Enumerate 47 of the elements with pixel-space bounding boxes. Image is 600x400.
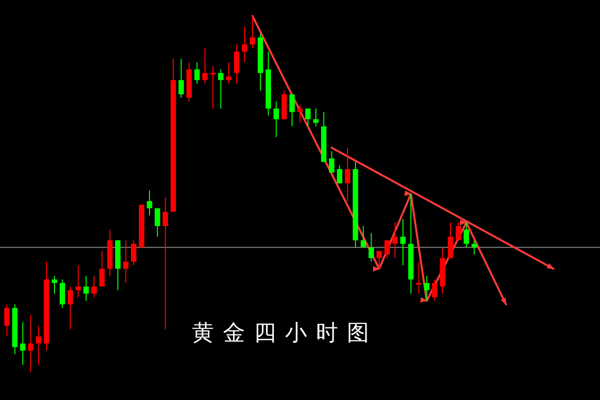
candlestick [448, 222, 454, 259]
candlestick [400, 218, 406, 266]
candlestick [83, 275, 89, 302]
candlestick [384, 240, 390, 259]
candlestick [392, 222, 398, 259]
candlestick [76, 264, 81, 298]
candlestick [250, 16, 256, 49]
candlestick [274, 100, 279, 138]
candlestick [91, 275, 97, 298]
candlestick [242, 26, 248, 63]
candlestick [328, 150, 334, 174]
candlestick [162, 197, 168, 330]
candlestick [336, 165, 342, 184]
candlestick [344, 147, 350, 202]
candlestick [60, 278, 66, 308]
candlestick [464, 222, 470, 248]
candlestick [297, 104, 303, 124]
candlestick [99, 250, 105, 288]
candlestick [432, 278, 438, 302]
candlestick [123, 240, 128, 284]
candlestick [28, 314, 34, 372]
candlestick [146, 190, 152, 216]
candlestick [194, 62, 200, 84]
candlestick [424, 275, 430, 302]
candlestick [202, 48, 208, 84]
candlestick [226, 62, 232, 84]
candlestick [289, 94, 295, 127]
candlestick [313, 108, 319, 127]
candlestick [154, 208, 160, 238]
candlestick [360, 226, 366, 248]
candlestick [68, 286, 73, 330]
candlestick [20, 322, 26, 366]
candlestick [416, 261, 422, 294]
candlestick [376, 250, 382, 270]
candlestick [218, 68, 224, 110]
candlestick [52, 275, 58, 294]
candlestick [472, 240, 477, 256]
candlestick [305, 108, 311, 127]
candlestick [130, 240, 136, 266]
candlestick [178, 58, 184, 98]
candlestick [36, 325, 42, 366]
candlestick [4, 304, 10, 337]
candlestick [368, 232, 374, 262]
candlestick [234, 44, 240, 84]
candlestick [210, 65, 216, 110]
text: 黄金四小时图 [192, 321, 378, 346]
candlestick [456, 222, 462, 241]
